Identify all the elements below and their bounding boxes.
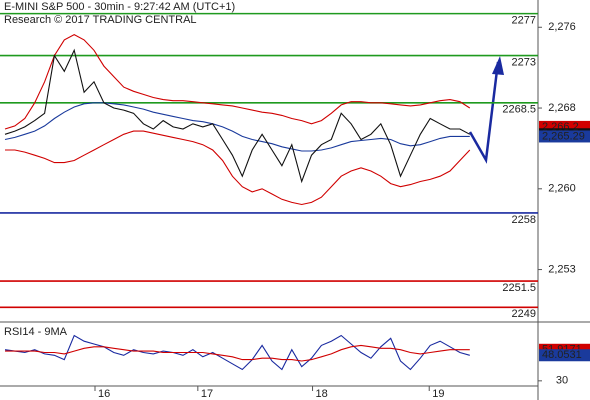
price-marker [539, 130, 590, 143]
y-tick-label: 2,276 [548, 21, 576, 33]
series-line [5, 344, 470, 362]
y-tick-label: 2,253 [548, 263, 576, 275]
level-label: 2268.5 [502, 104, 536, 116]
rsi-title: RSI14 - 9MA [4, 326, 68, 338]
chart-subtitle: Research © 2017 TRADING CENTRAL [4, 14, 197, 26]
level-label: 2249 [512, 308, 536, 320]
level-label: 2277 [512, 15, 536, 27]
series-line [5, 130, 471, 206]
series-line [4, 48, 471, 184]
price-marker-label: 48.0531 [542, 349, 582, 361]
y-tick-label: 2,260 [548, 183, 576, 195]
x-tick-label: 18 [316, 388, 328, 400]
level-label: 2251.5 [502, 282, 536, 294]
series-line [4, 102, 470, 152]
price-marker-label: 2,265.29 [542, 130, 585, 142]
forecast-arrow-head [492, 56, 504, 75]
series-line [4, 33, 471, 130]
y-tick-label: 2,268 [548, 102, 576, 114]
x-tick-label: 16 [98, 388, 110, 400]
chart-title: E-MINI S&P 500 - 30min - 9:27:42 AM (UTC… [4, 1, 235, 13]
series-line [4, 334, 470, 371]
y-tick-label: 30 [556, 375, 568, 387]
x-tick-label: 17 [201, 388, 213, 400]
price-marker [539, 349, 590, 362]
level-label: 2258 [512, 214, 536, 226]
forecast-arrow [468, 61, 500, 164]
x-tick-label: 19 [432, 388, 444, 400]
level-label: 2273 [512, 56, 536, 68]
